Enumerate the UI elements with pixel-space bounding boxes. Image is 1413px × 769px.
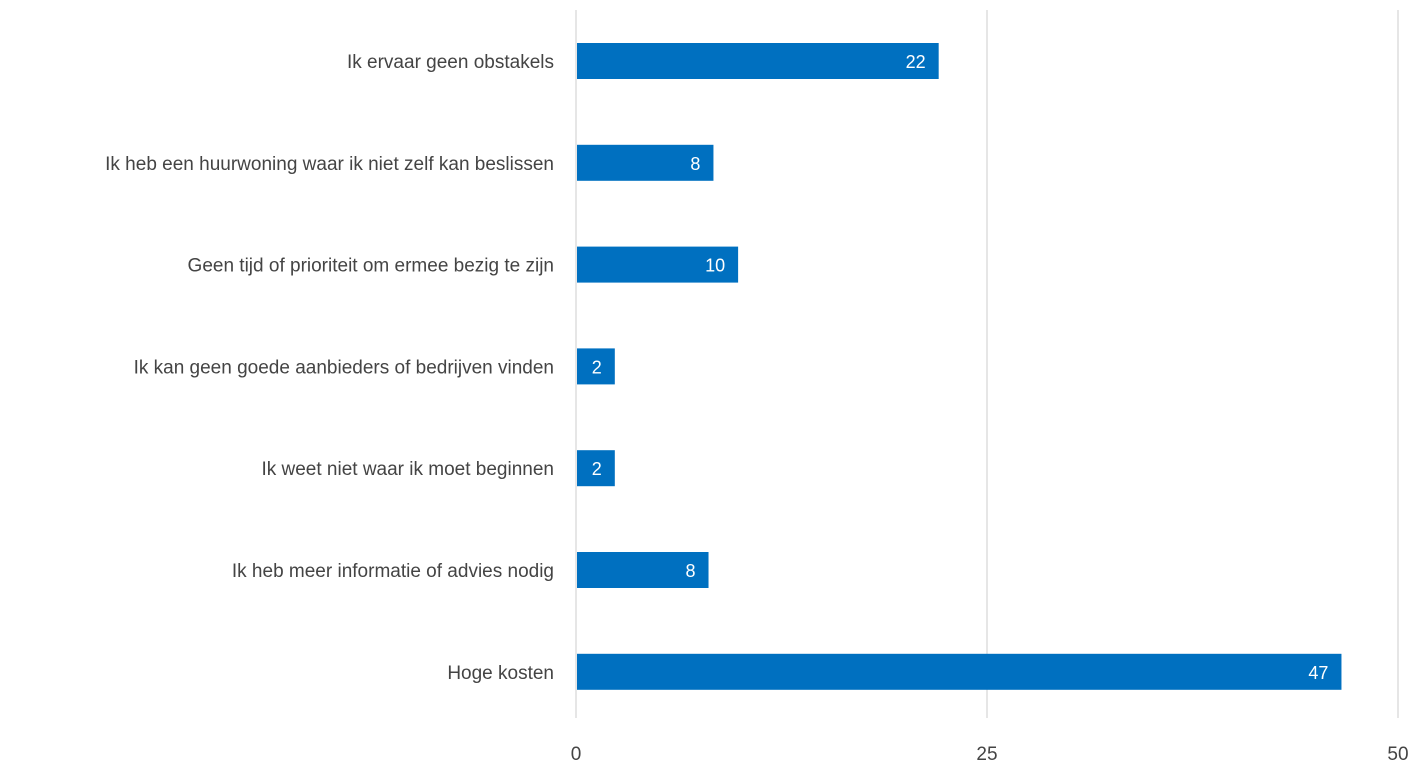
bar-2	[577, 144, 714, 181]
category-label-6: Ik heb meer informatie of advies nodig	[232, 561, 554, 582]
bar-7	[577, 653, 1342, 690]
data-label-1: 22	[906, 52, 926, 72]
data-label-7: 47	[1308, 663, 1328, 683]
data-label-3: 10	[705, 256, 725, 276]
bar-5	[577, 450, 615, 487]
category-label-5: Ik weet niet waar ik moet beginnen	[261, 459, 554, 480]
category-label-1: Ik ervaar geen obstakels	[347, 52, 554, 73]
x-tick-label-25: 25	[976, 744, 997, 764]
data-label-2: 8	[690, 154, 700, 174]
bar-1	[577, 43, 939, 79]
data-label-5: 2	[592, 459, 602, 479]
category-label-4: Ik kan geen goede aanbieders of bedrijve…	[134, 357, 554, 378]
data-label-4: 2	[592, 357, 602, 377]
category-labels: Ik ervaar geen obstakels Ik heb een huurw…	[105, 52, 554, 684]
gridlines	[575, 10, 1399, 718]
data-label-6: 8	[686, 561, 696, 581]
x-tick-label-0: 0	[571, 744, 582, 764]
category-label-3: Geen tijd of prioriteit om ermee bezig t…	[188, 256, 554, 277]
bar-6	[577, 552, 709, 588]
bar-4	[577, 348, 615, 385]
category-label-7: Hoge kosten	[447, 663, 554, 684]
x-axis-tick-labels: 0 25 50	[571, 744, 1409, 765]
x-tick-label-50: 50	[1387, 744, 1408, 764]
category-label-2: Ik heb een huurwoning waar ik niet zelf …	[105, 154, 554, 175]
bars	[577, 43, 1342, 690]
bar-3	[577, 246, 739, 283]
